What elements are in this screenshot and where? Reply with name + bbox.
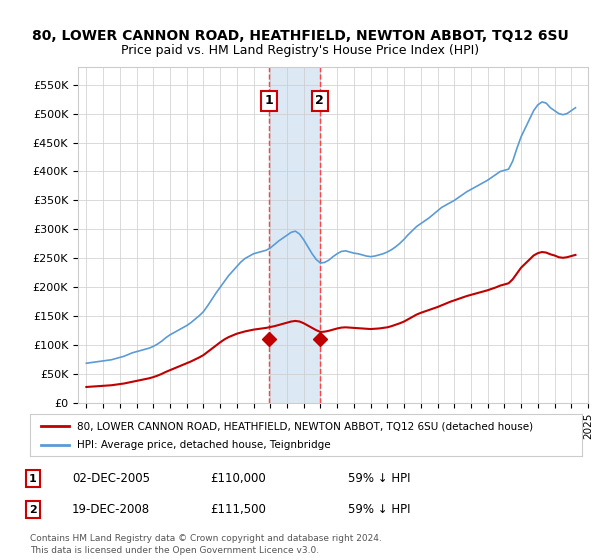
Text: 02-DEC-2005: 02-DEC-2005 [72,472,150,486]
Text: 2: 2 [29,505,37,515]
Text: 19-DEC-2008: 19-DEC-2008 [72,503,150,516]
Text: 2: 2 [316,94,324,108]
Text: £111,500: £111,500 [210,503,266,516]
Text: £110,000: £110,000 [210,472,266,486]
Text: 1: 1 [29,474,37,484]
Text: 80, LOWER CANNON ROAD, HEATHFIELD, NEWTON ABBOT, TQ12 6SU (detached house): 80, LOWER CANNON ROAD, HEATHFIELD, NEWTO… [77,421,533,431]
Text: HPI: Average price, detached house, Teignbridge: HPI: Average price, detached house, Teig… [77,440,331,450]
Text: 59% ↓ HPI: 59% ↓ HPI [348,472,410,486]
Text: 1: 1 [265,94,274,108]
Text: Contains HM Land Registry data © Crown copyright and database right 2024.
This d: Contains HM Land Registry data © Crown c… [30,534,382,555]
Text: Price paid vs. HM Land Registry's House Price Index (HPI): Price paid vs. HM Land Registry's House … [121,44,479,57]
Bar [269,67,320,403]
Text: 59% ↓ HPI: 59% ↓ HPI [348,503,410,516]
Text: 80, LOWER CANNON ROAD, HEATHFIELD, NEWTON ABBOT, TQ12 6SU: 80, LOWER CANNON ROAD, HEATHFIELD, NEWTO… [32,29,568,44]
